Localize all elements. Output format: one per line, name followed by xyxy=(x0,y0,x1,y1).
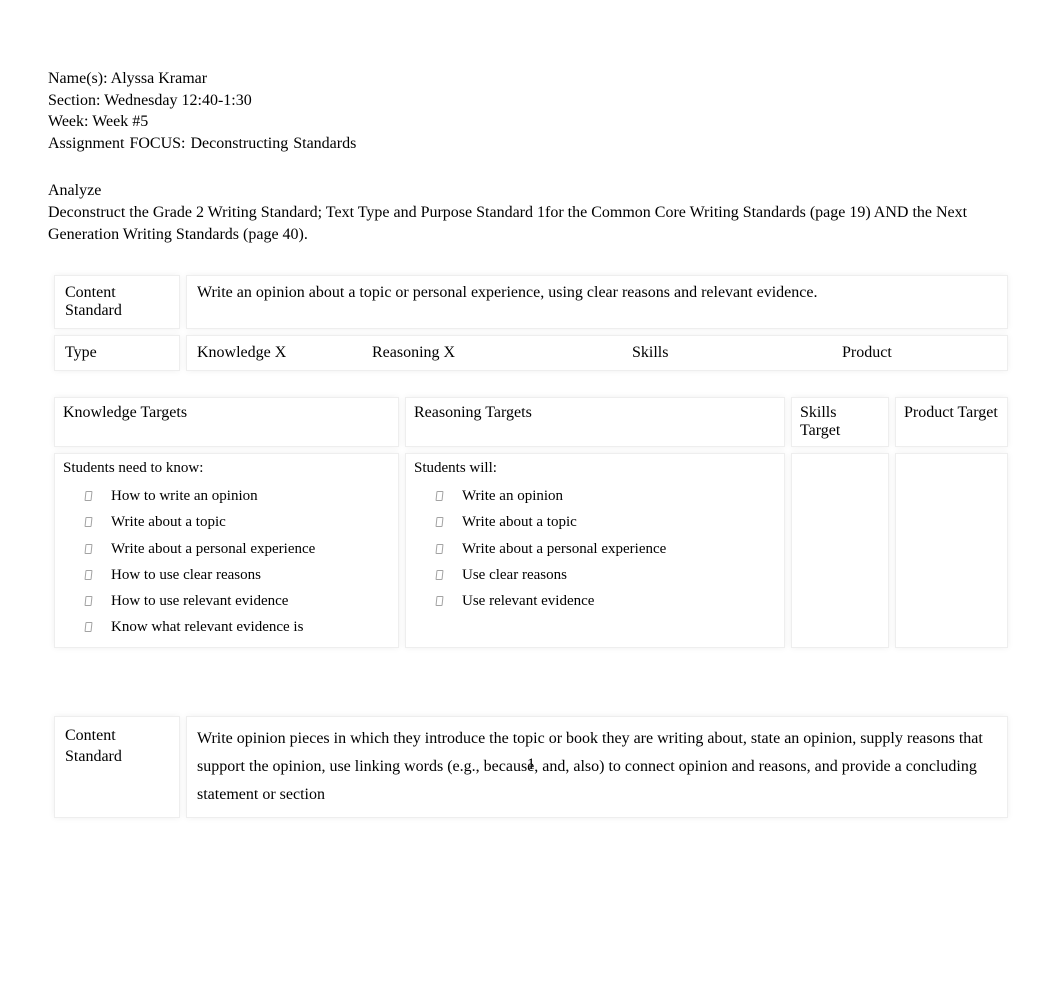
knowledge-targets-header: Knowledge Targets xyxy=(54,397,399,447)
week-line: Week: Week #5 xyxy=(48,111,1014,133)
type-knowledge: Knowledge X xyxy=(197,344,372,362)
reasoning-list: Write an opinion Write about a topic Wri… xyxy=(414,483,776,614)
analyze-title: Analyze xyxy=(48,180,1014,202)
table-row: Type Knowledge X Reasoning X Skills Prod… xyxy=(54,335,1008,371)
type-product: Product xyxy=(842,344,892,362)
content-standard-label: Content Standard xyxy=(54,275,180,329)
name-label: Name(s): xyxy=(48,70,108,87)
list-item: Write about a topic xyxy=(85,509,390,535)
list-item: Use relevant evidence xyxy=(436,588,776,614)
analyze-body: Deconstruct the Grade 2 Writing Standard… xyxy=(48,202,978,245)
knowledge-intro: Students need to know: xyxy=(63,460,390,477)
skills-target-header: Skills Target xyxy=(791,397,889,447)
list-item: Use clear reasons xyxy=(436,562,776,588)
list-item: How to use relevant evidence xyxy=(85,588,390,614)
focus-label: Assignment FOCUS: xyxy=(48,135,185,152)
name-line: Name(s): Alyssa Kramar xyxy=(48,68,1014,90)
knowledge-list: How to write an opinion Write about a to… xyxy=(63,483,390,641)
knowledge-targets-cell: Students need to know: How to write an o… xyxy=(54,453,399,648)
list-item: Write about a personal experience xyxy=(436,536,776,562)
list-item: How to write an opinion xyxy=(85,483,390,509)
type-label: Type xyxy=(54,335,180,371)
table-row: Knowledge Targets Reasoning Targets Skil… xyxy=(54,397,1008,447)
week-label: Week: xyxy=(48,113,88,130)
page-number: 1 xyxy=(0,756,1062,774)
section-line: Section: Wednesday 12:40-1:30 xyxy=(48,90,1014,112)
product-target-cell xyxy=(895,453,1008,648)
name-value: Alyssa Kramar xyxy=(111,70,207,87)
skills-target-cell xyxy=(791,453,889,648)
type-skills: Skills xyxy=(632,344,842,362)
content-standard-value: Write an opinion about a topic or person… xyxy=(186,275,1008,329)
reasoning-targets-cell: Students will: Write an opinion Write ab… xyxy=(405,453,785,648)
product-target-header: Product Target xyxy=(895,397,1008,447)
targets-table: Knowledge Targets Reasoning Targets Skil… xyxy=(48,391,1014,654)
section-value: Wednesday 12:40-1:30 xyxy=(104,92,252,109)
list-item: How to use clear reasons xyxy=(85,562,390,588)
focus-line: Assignment FOCUS: Deconstructing Standar… xyxy=(48,133,1014,155)
focus-value: Deconstructing Standards xyxy=(190,135,356,152)
document-header: Name(s): Alyssa Kramar Section: Wednesda… xyxy=(48,68,1014,154)
list-item: Write about a personal experience xyxy=(85,536,390,562)
type-values-cell: Knowledge X Reasoning X Skills Product xyxy=(186,335,1008,371)
table-row: Students need to know: How to write an o… xyxy=(54,453,1008,648)
content-standard-table-1: Content Standard Write an opinion about … xyxy=(48,269,1014,377)
reasoning-intro: Students will: xyxy=(414,460,776,477)
section-label: Section: xyxy=(48,92,100,109)
reasoning-targets-header: Reasoning Targets xyxy=(405,397,785,447)
list-item: Write an opinion xyxy=(436,483,776,509)
table-row: Content Standard Write an opinion about … xyxy=(54,275,1008,329)
type-reasoning: Reasoning X xyxy=(372,344,632,362)
list-item: Write about a topic xyxy=(436,509,776,535)
list-item: Know what relevant evidence is xyxy=(85,614,390,640)
week-value: Week #5 xyxy=(92,113,148,130)
